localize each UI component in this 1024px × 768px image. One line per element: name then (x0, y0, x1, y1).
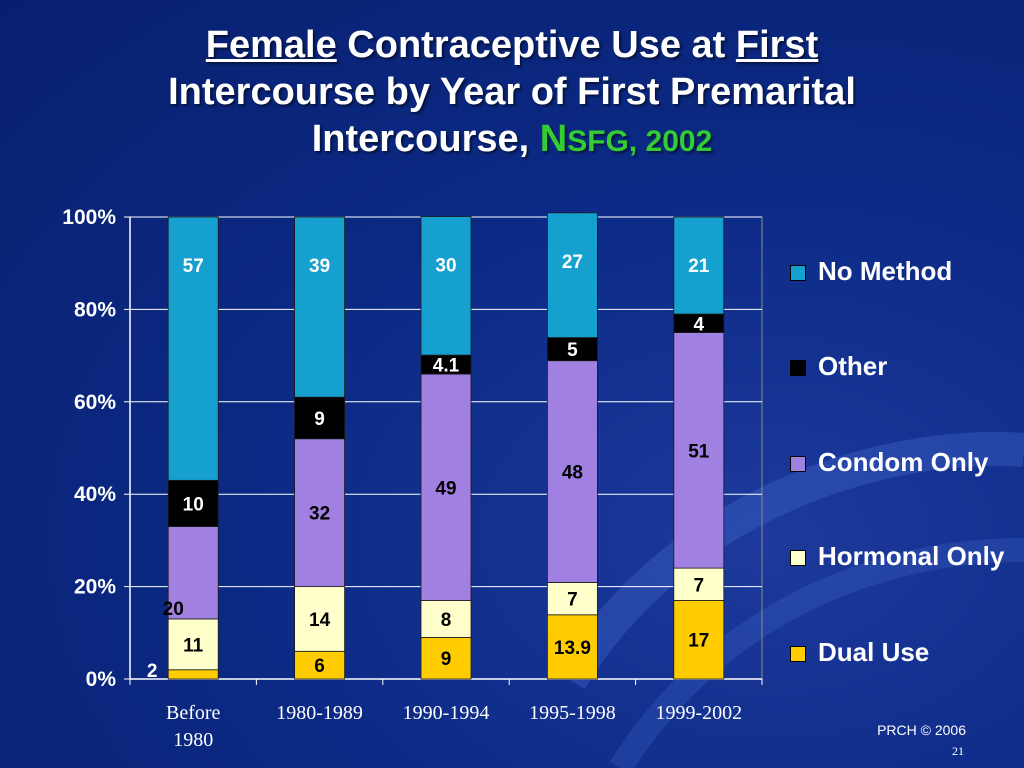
data-label: 4.1 (433, 356, 460, 377)
slide-title: Female Contraceptive Use at First Interc… (0, 22, 1024, 165)
title-first: First (735, 24, 819, 66)
data-label: 39 (309, 256, 330, 277)
legend-swatch-hormonal-only (790, 550, 806, 566)
title-line-2: Intercourse by Year of First Premarital (168, 71, 856, 113)
y-tick-label: 100% (62, 206, 116, 229)
data-label: 49 (435, 478, 456, 499)
data-label: 10 (183, 494, 204, 515)
bar-segment-hormonal (167, 618, 219, 671)
y-tick-label: 60% (74, 391, 116, 414)
legend-label-no-method: No Method (818, 256, 953, 286)
bar-segment-dual (294, 650, 346, 680)
data-label: 20 (163, 599, 184, 620)
bar-segment-condom (547, 360, 598, 583)
bar-segment-hormonal (547, 582, 598, 616)
data-label: 13.9 (554, 638, 591, 659)
legend-label-dual-use: Dual Use (818, 637, 930, 667)
legend-label-condom-only: Condom Only (818, 447, 989, 477)
data-label: 2 (147, 661, 158, 682)
bar-segment-other (294, 396, 346, 440)
background-swoosh (560, 431, 1024, 768)
bar-segment-none (673, 216, 725, 315)
data-label: 11 (183, 635, 204, 656)
data-label: 6 (314, 656, 325, 677)
data-label: 32 (309, 504, 330, 525)
bar-segment-other (167, 479, 219, 527)
bar-segment-condom (294, 438, 346, 588)
bar-segment-dual (673, 600, 725, 680)
title-line-1: Female Contraceptive Use at First (0, 22, 1024, 69)
data-label: 9 (441, 649, 452, 670)
bar-segment-dual (420, 637, 472, 680)
data-label: 14 (309, 610, 331, 631)
bar-segment-none (420, 216, 472, 356)
bar-segment-condom (673, 332, 725, 569)
bar-segment-hormonal (673, 567, 725, 601)
data-label: 51 (688, 441, 710, 462)
legend-swatch-other (790, 360, 806, 376)
y-tick-label: 20% (74, 576, 116, 599)
title-intercourse: Intercourse, (311, 118, 540, 160)
data-label: 9 (314, 409, 325, 430)
data-label: 48 (562, 463, 583, 484)
y-tick-label: 40% (74, 483, 116, 506)
title-middle: Contraceptive Use at (336, 24, 736, 66)
bar-segment-none (167, 216, 219, 481)
data-label: 57 (183, 256, 204, 277)
bar-segment-dual (167, 669, 219, 680)
copyright-text: PRCH © 2006 (877, 722, 966, 738)
title-source-rest: SFG, 2002 (567, 125, 713, 158)
data-label: 30 (435, 256, 456, 277)
data-label: 4 (694, 314, 705, 335)
title-line-3: Intercourse, NSFG, 2002 (0, 116, 1024, 165)
legend-swatch-condom-only (790, 456, 806, 472)
x-tick-label: 1999-2002 (655, 702, 742, 724)
legend-swatch-no-method (790, 265, 806, 281)
data-label: 5 (567, 340, 578, 361)
y-tick-label: 0% (86, 668, 117, 691)
data-label: 21 (688, 256, 710, 277)
bar-segment-hormonal (294, 586, 346, 652)
x-tick-label: Before 1980 (166, 702, 221, 751)
title-source: NSFG, 2002 (540, 118, 713, 160)
title-source-n: N (539, 118, 568, 160)
y-tick-label: 80% (74, 298, 116, 321)
bar-segment-none (547, 212, 598, 338)
data-label: 27 (562, 252, 583, 273)
legend-swatch-dual-use (790, 646, 806, 662)
data-label: 8 (441, 610, 452, 631)
data-label: 7 (694, 575, 705, 596)
bar-segment-condom (420, 373, 472, 601)
bar-segment-none (294, 216, 346, 398)
bar-segment-dual (547, 614, 598, 680)
page-number: 21 (952, 744, 964, 758)
bar-segment-condom (167, 526, 219, 620)
data-label: 17 (688, 631, 709, 652)
x-tick-label: 1990-1994 (403, 702, 490, 724)
x-tick-label: 1980-1989 (276, 702, 363, 724)
title-female: Female (205, 24, 337, 66)
data-label: 7 (567, 590, 578, 611)
bar-segment-hormonal (420, 600, 472, 638)
x-tick-label: 1995-1998 (529, 702, 616, 724)
legend-label-other: Other (818, 351, 888, 381)
legend-label-hormonal-only: Hormonal Only (818, 541, 1005, 571)
